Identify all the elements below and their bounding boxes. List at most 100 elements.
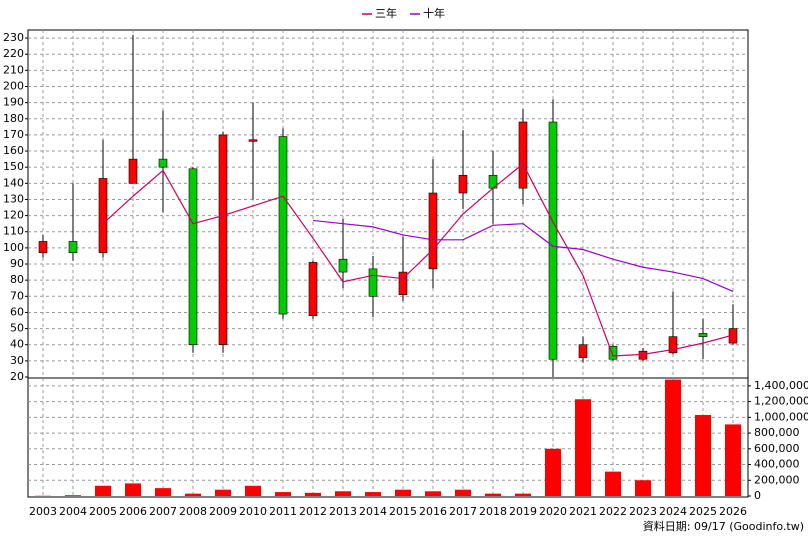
y-tick-label: 30 — [10, 354, 24, 367]
volume-bar — [515, 493, 531, 496]
candle-body — [698, 333, 708, 337]
x-tick-label: 2020 — [539, 505, 567, 518]
candle-body — [638, 350, 648, 360]
candle-body — [158, 158, 168, 168]
x-tick-label: 2021 — [569, 505, 597, 518]
x-tick-label: 2024 — [659, 505, 687, 518]
candle-body — [398, 271, 408, 295]
y-tick-label: 60 — [10, 305, 24, 318]
x-tick-label: 2019 — [509, 505, 537, 518]
y-tick-label: 130 — [3, 192, 24, 205]
candle-body — [128, 158, 138, 184]
volume-bar — [305, 492, 321, 496]
volume-bar — [245, 485, 261, 496]
x-tick-label: 2023 — [629, 505, 657, 518]
volume-bar — [395, 489, 411, 496]
volume-bar — [485, 493, 501, 496]
y2-tick-label: 800,000 — [754, 426, 800, 439]
volume-bar — [575, 399, 591, 496]
x-tick-label: 2014 — [359, 505, 387, 518]
volume-bar — [185, 493, 201, 496]
y-tick-label: 150 — [3, 160, 24, 173]
candle-body — [608, 346, 618, 360]
y-tick-label: 210 — [3, 63, 24, 76]
volume-bar — [605, 471, 621, 496]
candle-body — [218, 134, 228, 346]
y2-tick-label: 1,400,000 — [754, 379, 808, 392]
x-tick-label: 2013 — [329, 505, 357, 518]
source: 資料日期: 09/17 (Goodinfo.tw) — [643, 519, 804, 533]
x-tick-label: 2004 — [59, 505, 87, 518]
x-tick-label: 2015 — [389, 505, 417, 518]
y2-tick-label: 0 — [754, 489, 761, 502]
volume-bar — [215, 489, 231, 496]
candle-body — [188, 168, 198, 346]
candle-body — [278, 136, 288, 315]
y-tick-label: 120 — [3, 209, 24, 222]
x-tick-label: 2007 — [149, 505, 177, 518]
y-tick-label: 20 — [10, 370, 24, 383]
volume-bar — [425, 491, 441, 496]
x-tick-label: 2003 — [29, 505, 57, 518]
volume-bar — [155, 488, 171, 496]
y-tick-label: 50 — [10, 322, 24, 335]
volume-bar — [665, 379, 681, 496]
plot-frame — [27, 29, 749, 498]
y-tick-label: 160 — [3, 144, 24, 157]
x-tick-label: 2026 — [719, 505, 747, 518]
volume-bar — [545, 448, 561, 496]
candle-body — [458, 174, 468, 194]
y2-tick-label: 1,200,000 — [754, 395, 808, 408]
y-tick-label: 190 — [3, 96, 24, 109]
candle-body — [248, 139, 258, 142]
volume-bar — [125, 483, 141, 496]
volume-bar — [65, 495, 81, 496]
x-tick-label: 2008 — [179, 505, 207, 518]
volume-bar — [725, 424, 741, 496]
x-tick-label: 2010 — [239, 505, 267, 518]
y2-tick-label: 400,000 — [754, 458, 800, 471]
volume-bar — [335, 491, 351, 496]
y-tick-label: 170 — [3, 128, 24, 141]
candle-body — [308, 262, 318, 316]
x-tick-label: 2018 — [479, 505, 507, 518]
x-tick-label: 2009 — [209, 505, 237, 518]
y-tick-label: 140 — [3, 176, 24, 189]
y2-tick-label: 1,000,000 — [754, 410, 808, 423]
y-tick-label: 90 — [10, 257, 24, 270]
x-tick-label: 2012 — [299, 505, 327, 518]
y-tick-label: 80 — [10, 273, 24, 286]
legend-label: 三年 — [375, 6, 397, 20]
y-tick-label: 230 — [3, 31, 24, 44]
candle-body — [668, 336, 678, 354]
candle-body — [518, 121, 528, 189]
volume-bar — [95, 485, 111, 496]
y-tick-label: 110 — [3, 225, 24, 238]
x-tick-label: 2017 — [449, 505, 477, 518]
y-tick-label: 70 — [10, 289, 24, 302]
y-tick-label: 100 — [3, 241, 24, 254]
candle-body — [428, 192, 438, 270]
x-tick-label: 2016 — [419, 505, 447, 518]
x-tick-label: 2025 — [689, 505, 717, 518]
y-tick-label: 40 — [10, 338, 24, 351]
y-tick-label: 200 — [3, 79, 24, 92]
volume-bar — [365, 492, 381, 496]
candle-body — [578, 344, 588, 358]
x-tick-label: 2022 — [599, 505, 627, 518]
volume-bar — [635, 480, 651, 496]
candle-body — [98, 178, 108, 254]
volume-bar — [695, 414, 711, 496]
volume-bar — [275, 492, 291, 496]
y-tick-label: 180 — [3, 112, 24, 125]
volume-bar — [455, 489, 471, 496]
y-tick-label: 220 — [3, 47, 24, 60]
candle-body — [368, 268, 378, 297]
x-tick-label: 2005 — [89, 505, 117, 518]
candle-body — [68, 241, 78, 254]
y2-tick-label: 600,000 — [754, 442, 800, 455]
y2-tick-label: 200,000 — [754, 473, 800, 486]
line-series — [102, 163, 734, 357]
x-tick-label: 2011 — [269, 505, 297, 518]
